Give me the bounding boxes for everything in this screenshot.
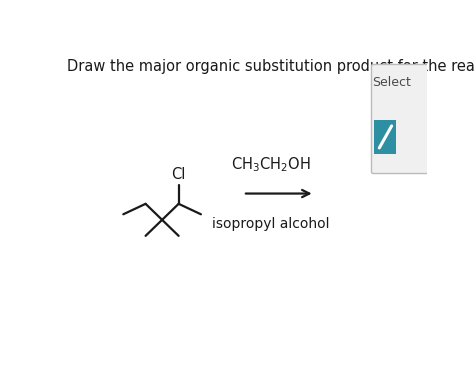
FancyBboxPatch shape <box>374 120 396 154</box>
Text: Draw the major organic substitution product for the reaction shown.: Draw the major organic substitution prod… <box>66 59 474 73</box>
Text: isopropyl alcohol: isopropyl alcohol <box>212 217 329 231</box>
Text: Select: Select <box>372 76 411 89</box>
Text: Cl: Cl <box>172 167 186 182</box>
FancyBboxPatch shape <box>372 64 428 173</box>
Text: CH$_3$CH$_2$OH: CH$_3$CH$_2$OH <box>231 155 310 173</box>
